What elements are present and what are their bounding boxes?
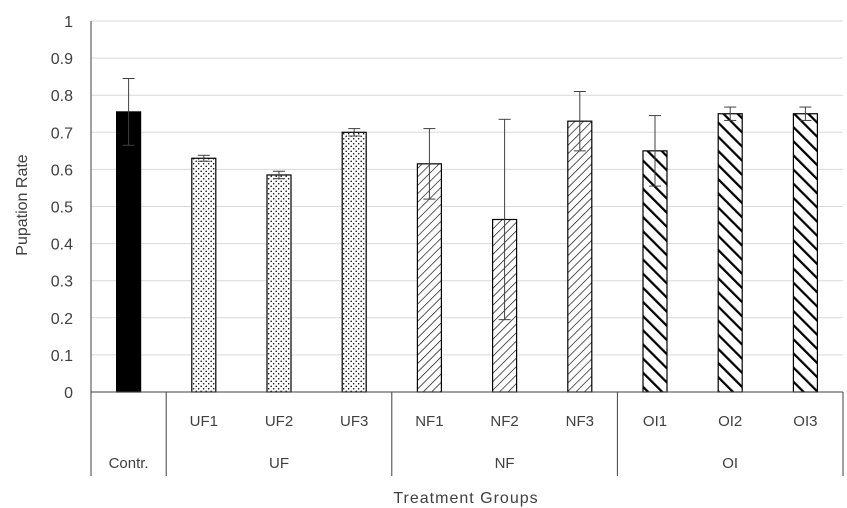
- bar: [792, 113, 819, 393]
- x-tick-label: NF2: [490, 413, 518, 430]
- y-tick-label: 1: [64, 14, 73, 31]
- y-tick-label: 0.8: [51, 88, 73, 105]
- x-tick-label: UF2: [265, 413, 293, 430]
- bar: [341, 131, 367, 393]
- bar: [266, 174, 292, 393]
- group-label: Contr.: [109, 455, 149, 472]
- y-axis-ticks: 0 0.1 0.2 0.3 0.4 0.5 0.6 0.7 0.8 0.9 1: [51, 14, 73, 402]
- bar: [717, 113, 743, 393]
- y-axis-title: Pupation Rate: [14, 154, 31, 256]
- x-axis-title: Treatment Groups: [393, 490, 538, 507]
- group-label: OI: [722, 455, 738, 472]
- x-tick-label: NF3: [566, 413, 594, 430]
- bar: [567, 120, 593, 393]
- x-axis-labels: UF1 UF2 UF3 NF1 NF2 NF3 OI1 OI2 OI3 Contr. UF NF OI: [109, 413, 818, 472]
- axes: [90, 21, 844, 476]
- y-tick-label: 0.5: [51, 200, 73, 217]
- y-tick-label: 0.4: [51, 237, 73, 254]
- bar: [191, 157, 217, 393]
- group-label: NF: [495, 455, 515, 472]
- bar: [642, 150, 668, 393]
- x-tick-label: UF3: [340, 413, 368, 430]
- y-tick-label: 0: [64, 385, 73, 402]
- x-tick-label: OI3: [793, 413, 817, 430]
- x-tick-label: OI1: [643, 413, 667, 430]
- y-tick-label: 0.6: [51, 162, 73, 179]
- bars: [115, 78, 819, 393]
- y-tick-label: 0.3: [51, 274, 73, 291]
- bar: [115, 111, 142, 393]
- y-tick-label: 0.2: [51, 311, 73, 328]
- y-tick-label: 0.7: [51, 125, 73, 142]
- y-tick-label: 0.1: [51, 348, 73, 365]
- x-tick-label: OI2: [718, 413, 742, 430]
- x-tick-label: NF1: [415, 413, 443, 430]
- group-label: UF: [269, 455, 289, 472]
- x-tick-label: UF1: [190, 413, 218, 430]
- y-tick-label: 0.9: [51, 51, 73, 68]
